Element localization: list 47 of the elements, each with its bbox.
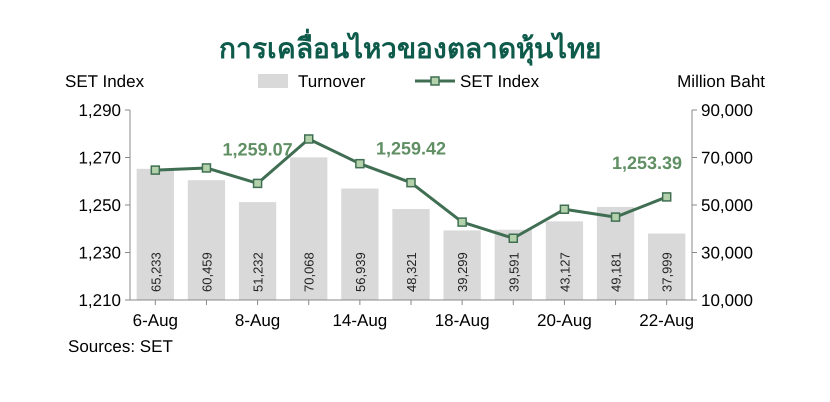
x-tick-label: 6-Aug (132, 311, 178, 330)
chart-title: การเคลื่อนไหวของตลาดหุ้นไทย (219, 28, 601, 66)
data-label: 49,181 (608, 252, 624, 292)
data-label: 51,232 (250, 252, 266, 292)
point (610, 212, 620, 222)
data-label: 60,459 (199, 252, 214, 292)
data-label: 39,299 (455, 252, 470, 292)
point (508, 234, 518, 243)
y-tick-label: 1,270 (78, 148, 121, 168)
y2-axis-title: Million Baht (677, 72, 766, 91)
y-tick-label: 1,290 (78, 101, 121, 120)
point (252, 178, 262, 188)
legend-label: Turnover (298, 72, 366, 91)
legend-label: SET Index (460, 72, 540, 91)
y2-tick-label: 90,000 (701, 101, 753, 120)
data-label: 65,233 (148, 252, 164, 292)
y-tick-label: 1,250 (78, 196, 121, 215)
x-tick-label: 20-Aug (537, 311, 592, 330)
point (662, 192, 672, 202)
data-label: 37,999 (660, 252, 675, 292)
annotation: 1,259.42 (376, 138, 446, 159)
x-tick-label: 8-Aug (234, 311, 280, 330)
y2-tick-label: 10,000 (701, 291, 753, 310)
point (304, 134, 314, 144)
source-note: Sources: SET (68, 337, 173, 356)
point (355, 158, 365, 168)
point (457, 217, 467, 227)
data-label: 56,939 (352, 252, 368, 292)
y2-tick-label: 30,000 (701, 244, 753, 262)
data-label: 48,321 (404, 252, 419, 292)
point (406, 178, 416, 188)
point (150, 165, 160, 175)
y-tick-label: 1,210 (78, 291, 121, 310)
y-tick-label: 1,230 (78, 244, 121, 262)
annotation: 1,259.07 (222, 139, 293, 160)
point (202, 163, 212, 173)
data-label: 39,591 (506, 252, 522, 292)
data-label: 43,127 (557, 252, 572, 292)
x-tick-label: 22-Aug (639, 311, 694, 330)
x-tick-label: 14-Aug (332, 311, 388, 330)
y2-tick-label: 70,000 (701, 148, 753, 168)
x-tick-label: 18-Aug (434, 311, 490, 330)
point (560, 204, 570, 214)
y2-tick-label: 50,000 (701, 196, 753, 215)
data-label: 70,068 (302, 252, 317, 292)
annotation: 1,253.39 (612, 152, 682, 173)
y-axis-title: SET Index (65, 72, 145, 91)
